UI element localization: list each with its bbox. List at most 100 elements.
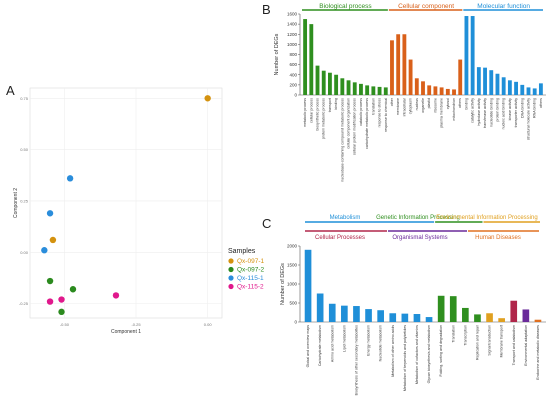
x-tick-label: Glycan biosynthesis and metabolism — [427, 325, 431, 383]
bar — [495, 73, 500, 95]
x-tick-label: binding — [334, 98, 338, 110]
x-tick-label: others — [539, 98, 543, 108]
x-tick-label: catalytic activity — [471, 98, 475, 123]
x-tick-label: Transcription — [463, 325, 467, 346]
x-tick-label: transport — [328, 98, 332, 112]
x-tick-label: nucleus — [415, 98, 419, 111]
group-label: Biological process — [319, 3, 372, 10]
x-tick-label: transporter activity — [514, 98, 518, 128]
x-tick-label: Energy metabolism — [367, 325, 371, 356]
y-tick-label: 1200 — [287, 32, 298, 37]
bar — [359, 83, 363, 95]
bar — [476, 67, 481, 95]
x-tick-label: hydrolase activity — [477, 98, 481, 126]
scatter-point — [69, 286, 77, 293]
x-tick-label: response to chemical — [384, 98, 388, 132]
x-tick-label: ribosome — [433, 98, 437, 113]
bar — [327, 72, 332, 95]
bar — [340, 78, 345, 95]
bar — [510, 300, 518, 322]
bar — [433, 86, 438, 95]
x-tick-label: -0.50 — [60, 322, 70, 327]
scatter-point — [204, 95, 211, 102]
group-label: Cellular component — [398, 3, 454, 10]
scatter-point — [66, 175, 74, 182]
bar — [315, 65, 320, 95]
y-tick-label: 500 — [289, 301, 297, 306]
group-label: Molecular function — [477, 3, 530, 10]
bar — [365, 85, 370, 95]
bar — [449, 296, 457, 322]
x-tick-label: catabolic process — [359, 98, 363, 126]
bar — [526, 87, 531, 95]
bar — [377, 310, 384, 322]
x-tick-label: response to stress — [378, 98, 382, 128]
y-axis-label: Number of DEGs — [280, 263, 286, 305]
y-tick-label: 1400 — [287, 22, 298, 27]
x-tick-label: Endocrine and metabolic diseases — [536, 325, 540, 380]
bar — [352, 82, 357, 95]
bar — [303, 19, 308, 95]
bar — [462, 307, 469, 322]
x-tick-label: nucleobase-containing compound metabolic… — [340, 98, 344, 182]
scatter-point — [41, 247, 48, 254]
bar — [371, 86, 376, 95]
x-tick-label: plasma membrane — [440, 98, 444, 128]
x-tick-label: metabolic process — [303, 98, 307, 127]
y-tick-label: 0.75 — [20, 96, 29, 101]
legend-marker — [228, 266, 234, 273]
bar — [316, 293, 324, 322]
x-tick-label: protein metabolic process — [322, 98, 326, 139]
bar — [427, 85, 432, 95]
x-tick-label: cellular process — [309, 98, 313, 123]
x-tick-label: Replication and repair — [475, 324, 479, 360]
bar — [413, 314, 421, 322]
x-tick-label: Nucleotide metabolism — [379, 325, 383, 361]
x-tick-label: RNA binding — [533, 98, 537, 118]
x-tick-label: Biosynthesis of other secondary metaboli… — [354, 325, 358, 396]
x-tick-label: -0.25 — [131, 322, 141, 327]
x-tick-label: cytosol — [446, 98, 450, 109]
panel-b-go-bar-chart: 0 200 400 600 800 1000 1200 1400 1600 Number of D… — [274, 3, 546, 182]
x-tick-label: Transport and catabolism — [512, 325, 516, 365]
panel-label-a: A — [6, 83, 15, 98]
top-group-label: Environmental Information Processing — [436, 215, 537, 221]
bar — [458, 59, 463, 95]
x-tick-label: binding — [464, 98, 468, 110]
bar — [341, 305, 348, 322]
panel-a-scatter: -0.50 -0.25 0.00 0.75 0.50 0.25 0.00 -0.25 Compo… — [13, 87, 264, 335]
x-tick-label: kinase activity — [508, 98, 512, 121]
x-tick-label: 0.00 — [204, 322, 213, 327]
x-tick-label: Metabolism of other amino acids — [391, 325, 395, 377]
y-axis-label: Component 2 — [13, 188, 19, 218]
x-tick-label: Global and overview maps — [306, 325, 310, 368]
x-tick-label: Membrane transport — [500, 325, 504, 357]
bar — [514, 81, 519, 95]
scatter-point — [58, 308, 65, 316]
x-tick-label: other — [390, 97, 394, 106]
legend-title: Samples — [228, 248, 256, 255]
x-tick-label: mitochondrion — [452, 98, 456, 121]
scatter-point — [112, 292, 120, 299]
bar — [439, 87, 444, 95]
x-tick-label: DNA binding — [520, 98, 524, 118]
bar — [538, 83, 543, 95]
x-tick-label: Amino acid metabolism — [330, 325, 334, 362]
bar — [304, 249, 312, 322]
x-tick-label: protein binding — [495, 98, 499, 122]
legend-label: Qx-115-2 — [237, 284, 264, 291]
x-tick-label: others — [458, 98, 462, 108]
y-tick-label: 1000 — [287, 282, 298, 287]
y-tick-label: 400 — [289, 72, 297, 77]
legend-marker — [228, 275, 234, 281]
scatter-point — [46, 298, 54, 305]
x-tick-label: carbohydrate metabolic process — [365, 98, 369, 149]
y-tick-label: 2000 — [287, 244, 298, 249]
bar — [390, 40, 394, 95]
x-tick-label: biosynthetic process — [316, 98, 320, 131]
legend-marker — [228, 283, 234, 290]
bar — [334, 74, 339, 95]
bar — [421, 81, 425, 95]
bar — [470, 16, 475, 95]
